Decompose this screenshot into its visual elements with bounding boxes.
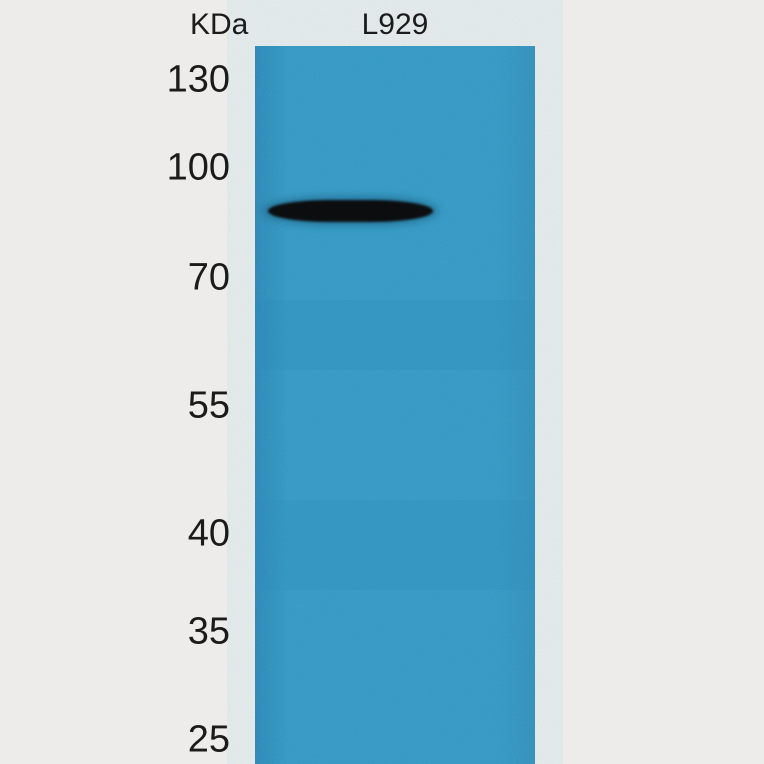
- lane-label-l929: L929: [362, 8, 429, 42]
- band-85kda: [268, 200, 433, 222]
- blot-figure: KDa 130 100 70 55 40 35 25 L929: [0, 0, 764, 764]
- y-tick-130: 130: [0, 59, 230, 102]
- y-tick-70: 70: [0, 257, 230, 300]
- y-tick-25: 25: [0, 719, 230, 762]
- y-tick-35: 35: [0, 611, 230, 654]
- y-axis-unit-label: KDa: [190, 8, 248, 42]
- y-tick-100: 100: [0, 147, 230, 190]
- gel-lane-strip: [255, 46, 535, 764]
- y-tick-55: 55: [0, 385, 230, 428]
- y-tick-40: 40: [0, 513, 230, 556]
